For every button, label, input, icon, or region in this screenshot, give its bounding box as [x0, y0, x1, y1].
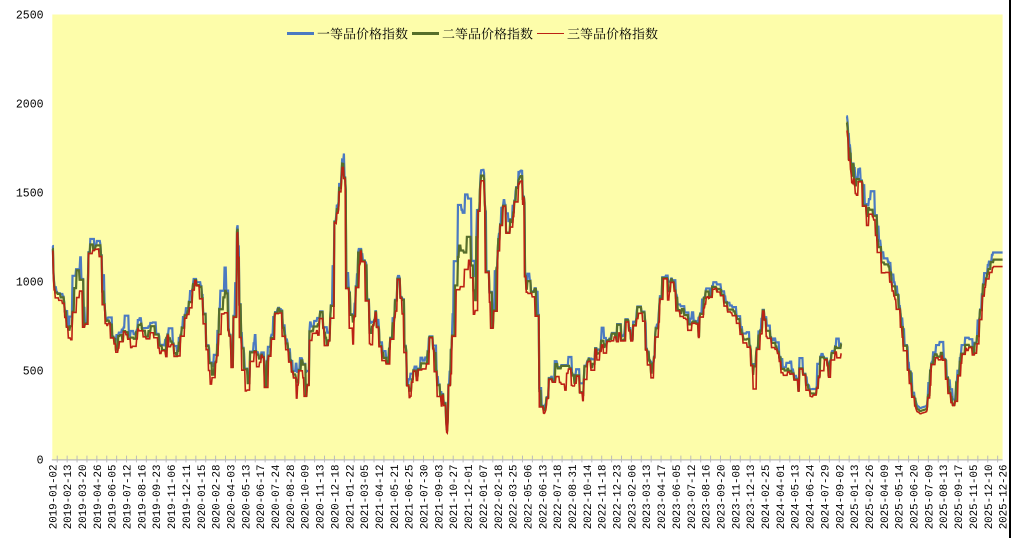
x-axis-label: 2022-05-06 — [523, 465, 535, 530]
x-axis-label: 2021-03-05 — [360, 465, 372, 530]
x-axis-label: 2022-12-23 — [613, 465, 625, 530]
x-axis-label: 2022-02-18 — [494, 465, 506, 530]
x-axis-label: 2025-05-14 — [895, 465, 907, 530]
y-axis-label: 1000 — [16, 277, 44, 290]
x-axis-label: 2021-05-21 — [390, 465, 402, 530]
x-axis-label: 2022-11-18 — [598, 465, 610, 530]
x-axis-label: 2023-02-06 — [627, 465, 639, 530]
legend-label-text — [567, 27, 658, 40]
x-axis-label: 2025-07-09 — [924, 465, 936, 530]
x-axis-label: 2020-11-13 — [316, 465, 328, 530]
x-axis-label: 2020-10-09 — [301, 465, 313, 530]
x-axis-label: 2020-05-13 — [241, 465, 253, 530]
legend-item-2 — [412, 26, 533, 42]
legend-line-swatch — [537, 32, 564, 35]
x-axis-label: 2019-03-20 — [78, 465, 90, 530]
x-axis-label: 2019-06-05 — [108, 465, 120, 530]
x-axis-label: 2021-01-22 — [345, 465, 357, 530]
x-axis-label: 2025-01-13 — [850, 465, 862, 530]
x-axis-label: 2020-07-24 — [271, 465, 283, 530]
x-axis-label: 2025-11-05 — [969, 464, 981, 529]
x-axis-label: 2021-04-12 — [375, 465, 387, 530]
x-axis-label: 2019-07-12 — [123, 465, 135, 530]
x-axis-label: 2023-06-05 — [672, 465, 684, 530]
x-axis-label: 2021-07-30 — [420, 465, 432, 530]
x-axis-label: 2025-04-09 — [880, 465, 892, 530]
x-axis-label: 2020-06-17 — [256, 465, 268, 530]
x-axis-label: 2019-11-06 — [167, 465, 179, 530]
x-axis-label: 2021-06-25 — [405, 465, 417, 530]
x-axis-label: 2020-04-03 — [226, 465, 238, 530]
plot-area — [52, 14, 1003, 460]
x-axis-label: 2022-08-31 — [568, 465, 580, 530]
x-axis-label: 2025-08-13 — [939, 465, 951, 530]
x-axis-label: 2021-09-03 — [434, 465, 446, 530]
series-line-3 — [52, 130, 1003, 436]
x-axis-label: 2023-11-08 — [731, 465, 743, 530]
y-axis-label: 2500 — [16, 10, 44, 23]
x-axis-label: 2023-08-16 — [702, 465, 714, 530]
x-axis-label: 2019-08-16 — [137, 465, 149, 530]
x-axis-label: 2024-06-24 — [806, 465, 818, 530]
legend-item-3 — [537, 26, 658, 42]
x-axis-label: 2024-05-13 — [791, 465, 803, 530]
x-axis-label: 2023-07-12 — [687, 465, 699, 530]
x-axis-label: 2022-10-14 — [583, 465, 595, 530]
x-axis-label: 2019-09-23 — [152, 465, 164, 530]
x-axis-label: 2022-01-07 — [479, 464, 491, 529]
legend-label-text — [442, 27, 533, 40]
x-axis-label: 2023-03-13 — [642, 465, 654, 530]
legend-line-swatch — [287, 32, 314, 35]
x-axis-label: 2019-02-13 — [63, 465, 75, 530]
x-axis-label: 2020-01-15 — [197, 465, 209, 530]
x-axis-label: 2020-08-28 — [286, 465, 298, 530]
x-axis-label: 2023-12-13 — [746, 465, 758, 530]
y-axis-label: 1500 — [16, 188, 44, 201]
x-axis-label: 2020-02-28 — [212, 465, 224, 530]
x-axis-label: 2021-10-27 — [449, 465, 461, 530]
right-border — [1009, 0, 1011, 538]
x-axis-label: 2024-04-01 — [776, 465, 788, 530]
y-axis-label: 500 — [23, 366, 44, 379]
x-axis-label: 2022-03-25 — [509, 465, 521, 530]
x-axis-label: 2025-09-17 — [954, 465, 966, 530]
x-axis-label: 2019-12-11 — [182, 465, 194, 530]
y-axis-label: 2000 — [16, 99, 44, 112]
x-axis-label: 2024-09-02 — [835, 465, 847, 530]
x-axis-label: 2024-07-29 — [820, 465, 832, 530]
x-axis-label: 2025-02-26 — [865, 465, 877, 530]
x-axis-label: 2025-06-20 — [910, 465, 922, 530]
x-axis-label: 2025-12-10 — [984, 465, 996, 530]
x-axis-label: 2024-02-25 — [761, 465, 773, 530]
y-axis-label: 0 — [37, 455, 44, 468]
x-axis-label: 2019-01-02 — [48, 465, 60, 530]
x-axis-label: 2023-09-20 — [716, 465, 728, 530]
x-axis-label: 2025-12-26 — [999, 465, 1011, 530]
x-axis-label: 2020-12-18 — [330, 465, 342, 530]
x-axis-label: 2021-12-01 — [464, 465, 476, 530]
x-axis-label: 2022-07-18 — [553, 465, 565, 530]
legend-item-1 — [287, 26, 408, 42]
x-axis-label: 2023-04-17 — [657, 465, 669, 530]
legend-line-swatch — [412, 32, 439, 35]
x-axis-label: 2022-06-13 — [538, 465, 550, 530]
legend — [287, 26, 658, 42]
legend-label-text — [317, 27, 408, 40]
x-axis-label: 2019-04-26 — [93, 465, 105, 530]
